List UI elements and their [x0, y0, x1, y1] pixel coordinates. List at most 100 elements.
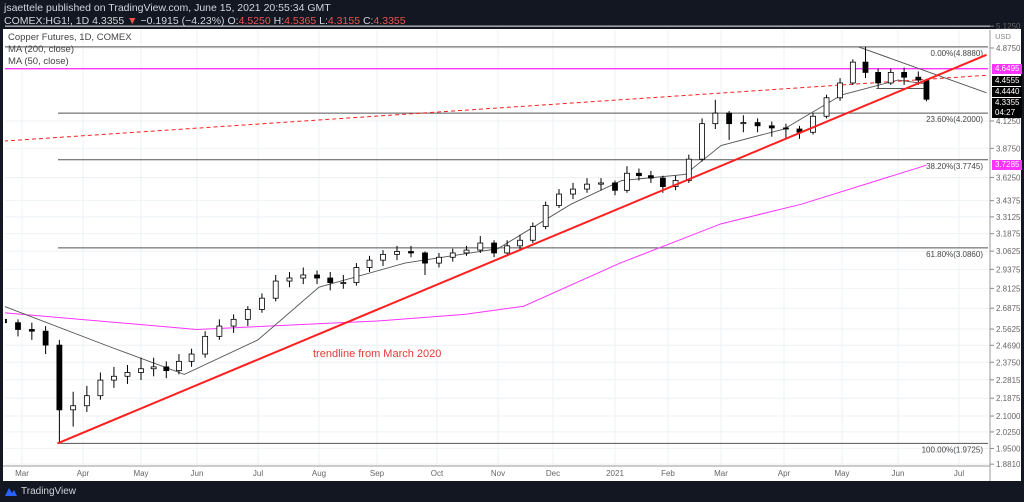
price-label-value: 4.6495 [995, 63, 1020, 73]
candle-body [436, 256, 442, 264]
candle-body [216, 325, 223, 337]
y-tick-label: 3.0625 [996, 247, 1021, 256]
x-tick-label: May [133, 469, 148, 478]
chart-panel[interactable] [3, 29, 1021, 481]
y-tick-label: 3.1875 [996, 230, 1021, 239]
candle-body [244, 309, 251, 320]
x-tick-label: Sep [370, 469, 385, 478]
candle-body [901, 72, 907, 78]
candle-body [408, 251, 414, 254]
candle-body [810, 115, 816, 133]
price-label-value: 3.7285 [995, 160, 1020, 170]
trendline [57, 53, 987, 445]
candle-body [124, 372, 131, 377]
candle-body [56, 344, 63, 411]
fib-level-label: 61.80%(3.0860) [926, 250, 983, 259]
price-label: 4.6495 [992, 63, 1023, 74]
candle-body [556, 193, 562, 206]
x-tick-label: Aug [312, 469, 326, 478]
candle-body [300, 274, 307, 279]
candle-body [612, 182, 618, 191]
x-tick-label: Jun [191, 469, 204, 478]
candle-body [584, 183, 590, 190]
y-tick-label: 2.0250 [996, 428, 1021, 437]
candle-body [740, 122, 747, 125]
price-label-value: 4.3355 [995, 97, 1020, 107]
y-tick-label: 1.9500 [996, 444, 1021, 453]
y-tick-label: 2.2815 [996, 376, 1021, 385]
candle-body [685, 158, 692, 181]
y-tick-label: 2.8125 [996, 284, 1021, 293]
candle-body [163, 366, 170, 372]
chart-legend: Copper Futures, 1D, COMEX MA (200, close… [8, 32, 132, 68]
candle-body [529, 226, 536, 241]
candle-body [783, 127, 789, 130]
x-tick-label: Jun [892, 469, 905, 478]
footer: TradingView [4, 485, 76, 497]
candle-body [887, 72, 894, 84]
candle-body [176, 360, 182, 372]
price-label: 3.7285 [992, 160, 1023, 171]
candle-body [823, 97, 830, 117]
legend-ma50[interactable]: MA (50, close) [8, 56, 69, 67]
candle-body [517, 239, 523, 247]
candle-body [327, 277, 334, 283]
open-label: O: [227, 15, 239, 27]
ma200-line [5, 164, 927, 330]
price-label: 4.3355 04:27 [992, 97, 1023, 118]
y-tick-label: 2.9375 [996, 265, 1021, 274]
candle-body [70, 405, 77, 411]
price-label: 4.4440 [992, 86, 1023, 97]
triangle-down-icon: ▼ [127, 15, 138, 27]
price-label-value: 4.4440 [995, 86, 1020, 96]
price-label: 4.4555 [992, 75, 1023, 86]
candle-body [188, 353, 195, 362]
fib-level-label: 0.00%(4.8880) [931, 49, 984, 58]
brand-name: TradingView [21, 485, 77, 497]
x-tick-label: Mar [15, 469, 29, 478]
candle-body [353, 267, 360, 283]
candle-body [636, 172, 642, 177]
candle-body [699, 123, 705, 160]
legend-title: Copper Futures, 1D, COMEX [8, 32, 132, 43]
currency-label: USD [995, 32, 1011, 41]
y-tick-label: 3.8750 [996, 144, 1021, 153]
low-label: L: [319, 15, 328, 27]
y-tick-label: 5.1250 [996, 22, 1021, 31]
chart-header: jsaettele published on TradingView.com, … [4, 2, 406, 28]
last-price: 4.3355 [92, 15, 125, 27]
low-value: 4.3155 [327, 15, 361, 27]
price-change: −0.1915 (−4.23%) [140, 15, 225, 27]
price-label-value: 4.4555 [995, 75, 1020, 85]
candle-body [97, 379, 104, 397]
candle-body [712, 112, 719, 125]
candle-body [923, 80, 930, 100]
candle-body [504, 245, 511, 254]
candle-body [570, 188, 576, 195]
candle-body [138, 368, 144, 373]
candle-body [768, 125, 775, 129]
x-tick-label: Jul [253, 469, 263, 478]
legend-ma200[interactable]: MA (200, close) [8, 44, 74, 55]
fib-level-label: 100.00%(1.9725) [922, 445, 984, 454]
candle-body [272, 280, 279, 299]
candle-body [5, 318, 7, 324]
tradingview-logo-icon [5, 488, 17, 496]
x-tick-label: Oct [431, 469, 444, 478]
candle-body [380, 253, 386, 261]
candle-body [340, 282, 347, 284]
high-value: 4.5365 [284, 15, 317, 27]
candle-body [659, 177, 666, 188]
candle-body [726, 112, 733, 125]
x-tick-label: Nov [491, 469, 505, 478]
y-tick-label: 2.1000 [996, 412, 1021, 421]
y-tick-label: 3.3125 [996, 213, 1021, 222]
candle-body [286, 277, 293, 282]
candle-body [111, 375, 117, 381]
candle-body [28, 329, 35, 332]
dashed-trendline [5, 74, 987, 142]
y-tick-label: 2.5625 [996, 325, 1021, 334]
y-tick-label: 2.6875 [996, 304, 1021, 313]
symbol-quote: COMEX:HG1!, 1D 4.3355 ▼ −0.1915 (−4.23%)… [4, 15, 406, 28]
